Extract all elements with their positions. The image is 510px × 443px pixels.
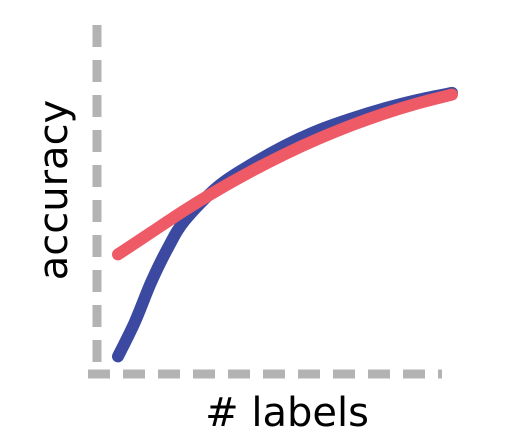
- series-group: [112, 86, 458, 363]
- axes: [88, 25, 442, 379]
- x-axis-label: # labels: [205, 390, 369, 436]
- series-line-2: [112, 88, 458, 261]
- y-axis-label: accuracy: [31, 100, 77, 280]
